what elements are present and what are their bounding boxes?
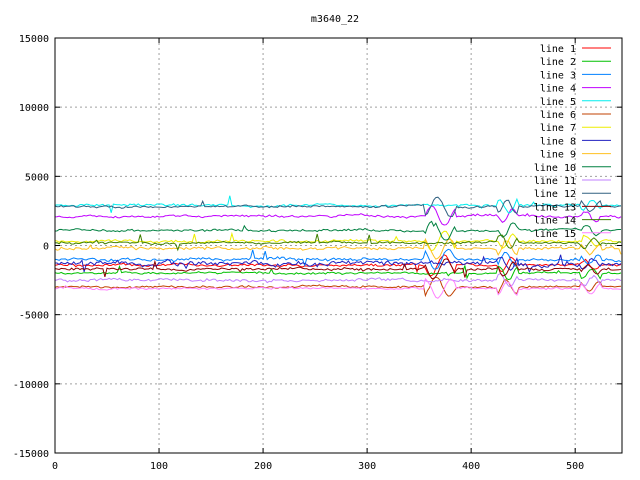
series-line-14 (54, 233, 622, 252)
y-tick-label: 15000 (19, 34, 49, 45)
legend-label: line 12 (534, 189, 576, 200)
y-tick-label: 5000 (25, 172, 49, 183)
x-tick-label: 200 (254, 461, 272, 472)
legend-label: line 11 (534, 176, 576, 187)
axis-ticks: 0 100 200 300 400 500 -15000 -10000 -5000 0 5000 10… (13, 34, 622, 472)
series-line-12 (54, 196, 622, 218)
legend-label: line 8 (540, 136, 576, 147)
y-tick-label: -10000 (13, 380, 49, 391)
series-layer (54, 195, 622, 299)
grid-lines (55, 38, 622, 453)
series-line-10 (54, 220, 621, 241)
chart-title: m3640_22 (311, 14, 359, 25)
legend-label: line 15 (534, 229, 576, 240)
series-line-13 (54, 258, 622, 280)
series-line-6 (54, 276, 622, 298)
y-tick-label: 10000 (19, 103, 49, 114)
legend-label: line 13 (534, 202, 576, 213)
y-tick-label: -5000 (19, 311, 49, 322)
legend-label: line 14 (534, 216, 576, 227)
series-line-15 (54, 277, 622, 299)
legend-label: line 2 (540, 57, 576, 68)
x-tick-label: 300 (358, 461, 376, 472)
x-tick-label: 500 (566, 461, 584, 472)
series-line-9 (54, 237, 622, 260)
legend-label: line 5 (540, 97, 576, 108)
series-line-3 (54, 248, 622, 270)
series-line-11 (54, 273, 622, 288)
series-line-8 (55, 254, 622, 274)
legend-label: line 1 (540, 44, 576, 55)
series-line-1 (54, 254, 622, 277)
legend-label: line 4 (540, 84, 576, 95)
series-line-2 (54, 264, 622, 281)
x-tick-label: 400 (462, 461, 480, 472)
x-tick-label: 0 (52, 461, 58, 472)
legend-label: line 10 (534, 163, 576, 174)
legend-label: line 6 (540, 110, 576, 121)
y-tick-label: 0 (43, 242, 49, 253)
y-tick-label: -15000 (13, 449, 49, 460)
legend: line 1 line 2 line 3 line 4 line 5 line 6 line… (534, 44, 611, 240)
legend-label: line 7 (540, 123, 576, 134)
legend-label: line 9 (540, 150, 576, 161)
legend-label: line 3 (540, 70, 576, 81)
x-tick-label: 100 (150, 461, 168, 472)
series-line-4 (54, 205, 622, 226)
